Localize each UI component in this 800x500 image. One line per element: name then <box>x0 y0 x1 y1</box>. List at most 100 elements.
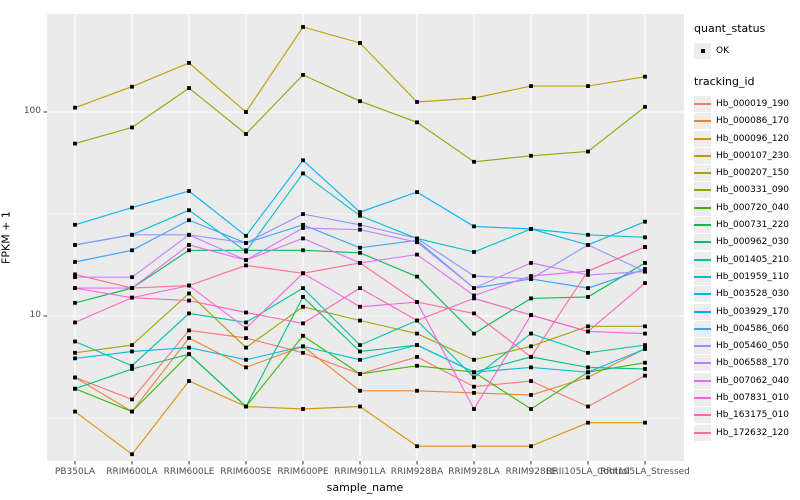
data-point <box>187 379 191 383</box>
legend-item-Hb_000019_190: Hb_000019_190 <box>694 95 798 112</box>
data-point <box>301 171 305 176</box>
data-point <box>529 277 533 281</box>
data-point <box>187 345 191 350</box>
data-point <box>643 219 647 224</box>
data-point <box>472 250 476 254</box>
legend-item-Hb_000107_230: Hb_000107_230 <box>694 147 798 164</box>
data-point <box>130 232 134 237</box>
data-point <box>586 269 590 273</box>
legend-key-ok <box>694 42 711 59</box>
legend-item-Hb_172632_120: Hb_172632_120 <box>694 424 798 441</box>
data-point <box>586 324 590 329</box>
data-point <box>472 286 476 291</box>
legend-item-Hb_000096_120: Hb_000096_120 <box>694 130 798 147</box>
data-point <box>187 189 191 193</box>
legend-key-swatch <box>694 320 711 337</box>
legend-item-label: Hb_000096_120 <box>716 133 790 144</box>
legend-title-tracking-id: tracking_id <box>694 75 755 89</box>
data-point <box>358 245 362 250</box>
data-point <box>244 258 248 262</box>
legend-line-icon <box>694 258 711 261</box>
data-point <box>187 283 191 288</box>
data-point <box>301 333 305 338</box>
data-point <box>643 267 647 271</box>
legend-item-Hb_005460_050: Hb_005460_050 <box>694 337 798 355</box>
data-point <box>415 355 419 359</box>
data-point <box>73 105 77 110</box>
data-point <box>529 153 533 158</box>
data-point <box>187 232 191 237</box>
x-tick-label: RRIM600LA <box>106 467 158 477</box>
data-point <box>244 336 248 340</box>
data-point <box>643 235 647 240</box>
data-point <box>529 379 533 383</box>
legend-line-icon <box>694 379 711 382</box>
data-point <box>472 311 476 316</box>
data-point <box>244 365 248 370</box>
data-point <box>643 324 647 329</box>
data-point <box>73 386 77 391</box>
data-point <box>643 343 647 348</box>
legend-item-label: Hb_001959_110 <box>716 271 790 282</box>
legend-line-icon <box>694 137 711 140</box>
data-point <box>529 393 533 397</box>
legend-line-icon <box>694 206 711 209</box>
data-point <box>358 250 362 255</box>
data-point <box>130 125 134 130</box>
data-point <box>301 25 305 29</box>
data-point <box>643 269 647 274</box>
legend-key-swatch <box>694 234 711 251</box>
data-point <box>301 304 305 309</box>
data-point <box>415 100 419 104</box>
data-point <box>415 240 419 245</box>
data-point <box>301 321 305 326</box>
data-point <box>472 331 476 336</box>
x-tick-label: RRII105LA_Stressed <box>600 467 690 477</box>
data-point <box>244 132 248 136</box>
data-point <box>643 360 647 365</box>
data-point <box>529 274 533 278</box>
data-point <box>358 227 362 232</box>
data-point <box>130 343 134 348</box>
y-tick-label-10: 10 <box>29 310 41 320</box>
data-point <box>187 218 191 223</box>
data-point <box>73 243 77 247</box>
legend-line-icon <box>694 189 711 192</box>
data-point <box>586 286 590 291</box>
legend-key-swatch <box>694 286 711 303</box>
data-point <box>586 350 590 355</box>
data-point <box>358 404 362 409</box>
x-tick-label: RRIM928LE <box>505 467 557 477</box>
data-point <box>643 281 647 285</box>
x-tick-label: RRIM901LA <box>334 467 386 477</box>
legend-item-label: Hb_000086_170 <box>716 116 790 127</box>
data-point <box>73 141 77 146</box>
data-point <box>529 407 533 411</box>
legend-key-swatch <box>694 407 711 424</box>
data-point <box>472 296 476 301</box>
data-point <box>73 272 77 277</box>
legend-key-swatch <box>694 372 711 389</box>
data-point <box>643 420 647 425</box>
legend-item-label: Hb_005460_050 <box>716 341 790 352</box>
data-point <box>301 350 305 355</box>
panel-background <box>47 14 684 461</box>
legend-line-icon <box>694 293 711 296</box>
legend-key-swatch <box>694 182 711 199</box>
data-point <box>187 336 191 340</box>
data-point <box>643 367 647 371</box>
data-point <box>586 420 590 425</box>
legend-line-icon <box>694 172 711 175</box>
legend-item-label: Hb_163175_010 <box>716 410 790 421</box>
data-point <box>73 286 77 291</box>
data-point <box>187 243 191 247</box>
data-point <box>130 367 134 371</box>
legend-item-Hb_007062_040: Hb_007062_040 <box>694 372 798 389</box>
legend-item-label: Hb_000019_190 <box>716 98 790 109</box>
legend: quant_status OK tracking_id Hb_000019_19… <box>694 22 798 441</box>
data-point <box>529 313 533 318</box>
data-point <box>301 248 305 253</box>
legend-key-swatch <box>694 95 711 112</box>
data-point <box>187 328 191 333</box>
legend-key-swatch <box>694 199 711 216</box>
